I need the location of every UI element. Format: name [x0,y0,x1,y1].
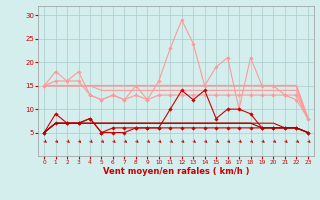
X-axis label: Vent moyen/en rafales ( km/h ): Vent moyen/en rafales ( km/h ) [103,167,249,176]
